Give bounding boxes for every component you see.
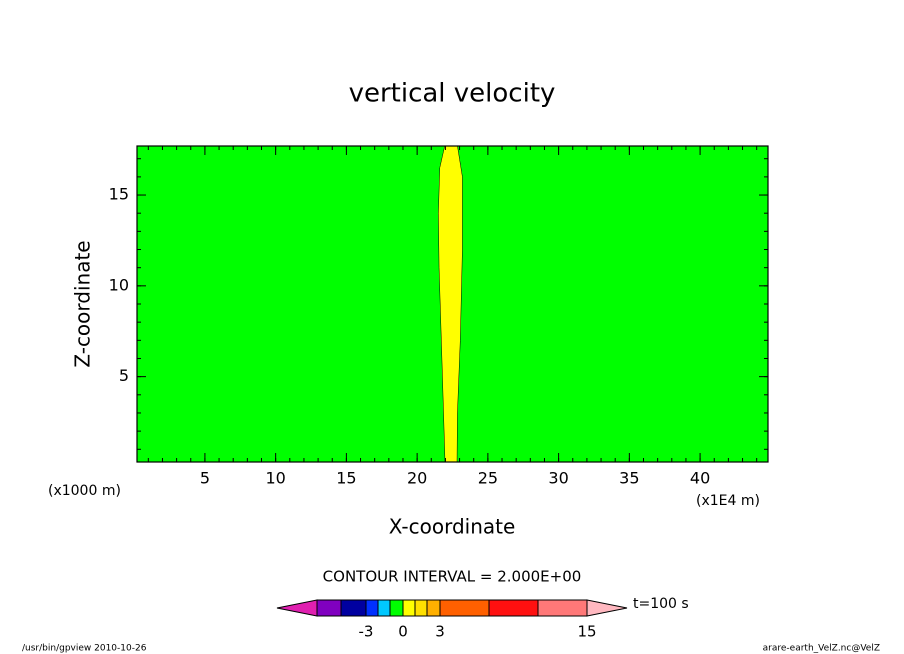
colorbar-box: [414, 599, 428, 617]
colorbar-box: [377, 599, 391, 617]
colorbar-label: 15: [577, 623, 596, 641]
x-unit: (x1000 m): [48, 483, 121, 499]
colorbar-arrow-right: [586, 599, 628, 617]
y-axis-label: Z-coordinate: [71, 240, 95, 367]
time-label: t=100 s: [633, 596, 689, 612]
x-tick-label: 10: [265, 469, 285, 488]
x-tick-label: 5: [200, 469, 210, 488]
y-tick-label: 5: [119, 366, 129, 385]
chart-title: vertical velocity: [349, 79, 556, 109]
y-tick-label: 10: [109, 275, 129, 294]
colorbar-box: [389, 599, 404, 617]
colorbar-label: 0: [398, 623, 408, 641]
contour-interval: CONTOUR INTERVAL = 2.000E+00: [323, 568, 582, 586]
y-tick-label: 15: [109, 185, 129, 204]
colorbar-box: [365, 599, 379, 617]
colorbar-box: [340, 599, 367, 617]
x-tick-label: 20: [407, 469, 427, 488]
colorbar-box: [439, 599, 490, 617]
colorbar-label: 3: [435, 623, 445, 641]
colorbar-box: [537, 599, 588, 617]
x-tick-label: 35: [619, 469, 639, 488]
colorbar-label: -3: [359, 623, 374, 641]
x-tick-label: 30: [548, 469, 568, 488]
footer-left: /usr/bin/gpview 2010-10-26: [22, 644, 147, 654]
footer-right: arare-earth_VelZ.nc@VelZ: [763, 644, 880, 654]
colorbar-box: [316, 599, 342, 617]
colorbar-box: [488, 599, 539, 617]
colorbar-box: [426, 599, 441, 617]
x-axis-label: X-coordinate: [389, 515, 516, 539]
x-scale-note: (x1E4 m): [696, 493, 760, 509]
colorbar-box: [402, 599, 416, 617]
x-tick-label: 15: [336, 469, 356, 488]
x-tick-label: 40: [690, 469, 710, 488]
x-tick-label: 25: [478, 469, 498, 488]
